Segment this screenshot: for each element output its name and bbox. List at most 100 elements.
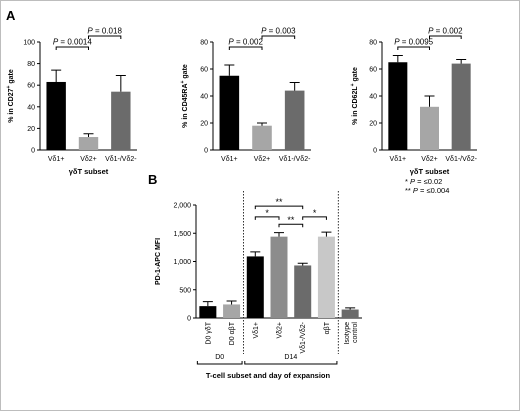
error-bar (115, 74, 126, 92)
p-value-label: P = 0.002 (228, 38, 263, 47)
y-axis-label: PD-1-APC MFI (155, 238, 162, 285)
bar (341, 309, 359, 318)
error-bar (289, 82, 300, 91)
y-tick-label: 80 (27, 61, 35, 68)
p-value-label: P = 0.003 (261, 27, 296, 36)
category-label: Vδ2+ (254, 156, 271, 163)
category-label: Vδ1+ (221, 156, 238, 163)
y-tick-label: 60 (200, 67, 208, 74)
significance-bracket (278, 223, 304, 228)
y-tick-label: 40 (27, 104, 35, 111)
category-label: Vδ1-/Vδ2- (445, 156, 477, 163)
category-label: Vδ1-/Vδ2- (300, 321, 307, 353)
error-bar (51, 69, 62, 82)
panel-b-letter: B (148, 172, 157, 187)
category-label: Vδ1+ (48, 156, 65, 163)
significance-bracket (397, 46, 430, 50)
bar (246, 256, 264, 318)
chart-cd62l: 0 20 40 60 80 Vδ1+ Vδ2+ Vδ1-/Vδ2- P = 0.0095 P = … (350, 27, 478, 177)
group-label: D14 (284, 354, 297, 361)
group-label: D0 (215, 354, 224, 361)
significance-label: ** (275, 197, 283, 207)
legend-entry: ** P = ≤0.004 (405, 186, 449, 195)
bar (420, 106, 439, 150)
bar (451, 63, 471, 150)
bar (284, 90, 305, 150)
significance-bracket (261, 35, 296, 39)
significance-bracket (429, 35, 462, 39)
chart-pd1-mfi: 0 500 1,000 1,500 2,000 D0 γδT D0 αβT Vδ1+ Vδ2+ V… (155, 177, 449, 380)
y-tick-label: 20 (27, 126, 35, 133)
category-label: Vδ2+ (277, 322, 284, 339)
bar (294, 265, 312, 318)
error-bar (345, 307, 356, 310)
group-bracket (196, 361, 243, 365)
y-tick-label: 100 (23, 40, 35, 47)
bar (317, 236, 335, 318)
error-bar (224, 64, 235, 76)
category-label: Vδ1-/Vδ2- (105, 156, 137, 163)
y-axis-label: % in CD45RA+ gate (180, 64, 189, 128)
y-tick-label: 80 (369, 40, 377, 47)
category-label: D0 αβT (229, 321, 236, 345)
p-value-label: P = 0.0095 (394, 38, 433, 47)
y-tick-label: 60 (27, 83, 35, 90)
p-value-label: P = 0.002 (428, 27, 463, 36)
category-label: Vδ2+ (80, 156, 97, 163)
category-label: Vδ2+ (421, 156, 438, 163)
category-label: αβT (324, 321, 331, 334)
error-bar (297, 262, 308, 266)
y-axis-label: % in CD62L+ gate (350, 67, 359, 125)
significance-bracket (254, 216, 280, 220)
x-axis-label: T-cell subset and day of expansion (206, 371, 331, 380)
y-tick-label: 0 (187, 316, 191, 323)
category-label: Vδ1+ (253, 322, 260, 339)
bar (199, 306, 217, 318)
p-value-label: P = 0.0014 (53, 38, 92, 47)
y-tick-label: 60 (369, 67, 377, 74)
significance-label: * (265, 208, 269, 218)
significance-bracket (302, 216, 327, 220)
significance-bracket (228, 46, 263, 50)
bar (46, 81, 66, 150)
y-tick-label: 40 (200, 94, 208, 101)
significance-bracket (55, 46, 89, 50)
y-tick-label: 0 (373, 148, 377, 155)
y-tick-label: 40 (369, 94, 377, 101)
category-label: Vδ1+ (390, 156, 407, 163)
category-label: Isotypecontrol (344, 322, 359, 345)
y-tick-label: 2,000 (173, 203, 191, 210)
bar (223, 304, 241, 318)
significance-label: * (313, 208, 317, 218)
error-bar (250, 251, 261, 257)
bar (111, 91, 131, 150)
chart-cd27: 0 20 40 60 80 100 Vδ1+ Vδ2+ Vδ1-/Vδ2- P = 0.0014 P… (6, 27, 137, 177)
error-bar (202, 301, 213, 307)
y-tick-label: 80 (200, 40, 208, 47)
error-bar (456, 59, 467, 64)
bar (388, 62, 408, 150)
chart-cd45ra: 0 20 40 60 80 Vδ1+ Vδ2+ Vδ1-/Vδ2- P = 0.002 P = 0… (180, 27, 311, 164)
bar (270, 236, 288, 318)
y-tick-label: 0 (204, 148, 208, 155)
significance-label: ** (287, 215, 295, 225)
y-tick-label: 1,000 (173, 259, 191, 266)
y-tick-label: 20 (369, 121, 377, 128)
x-axis-label: γδT subset (69, 167, 109, 176)
error-bar (392, 55, 403, 63)
p-value-label: P = 0.018 (87, 27, 122, 36)
group-bracket (244, 361, 338, 365)
y-axis-label: % in CD27+ gate (6, 69, 15, 123)
bar (252, 125, 272, 150)
significance-bracket (254, 205, 304, 210)
y-tick-label: 20 (200, 121, 208, 128)
y-tick-label: 500 (179, 287, 191, 294)
bar (78, 137, 99, 150)
legend-entry: * P = ≤0.02 (405, 177, 442, 186)
y-tick-label: 0 (31, 148, 35, 155)
category-label: Vδ1-/Vδ2- (279, 156, 311, 163)
error-bar (257, 122, 267, 126)
y-tick-label: 1,500 (173, 231, 191, 238)
significance-bracket (88, 35, 122, 39)
